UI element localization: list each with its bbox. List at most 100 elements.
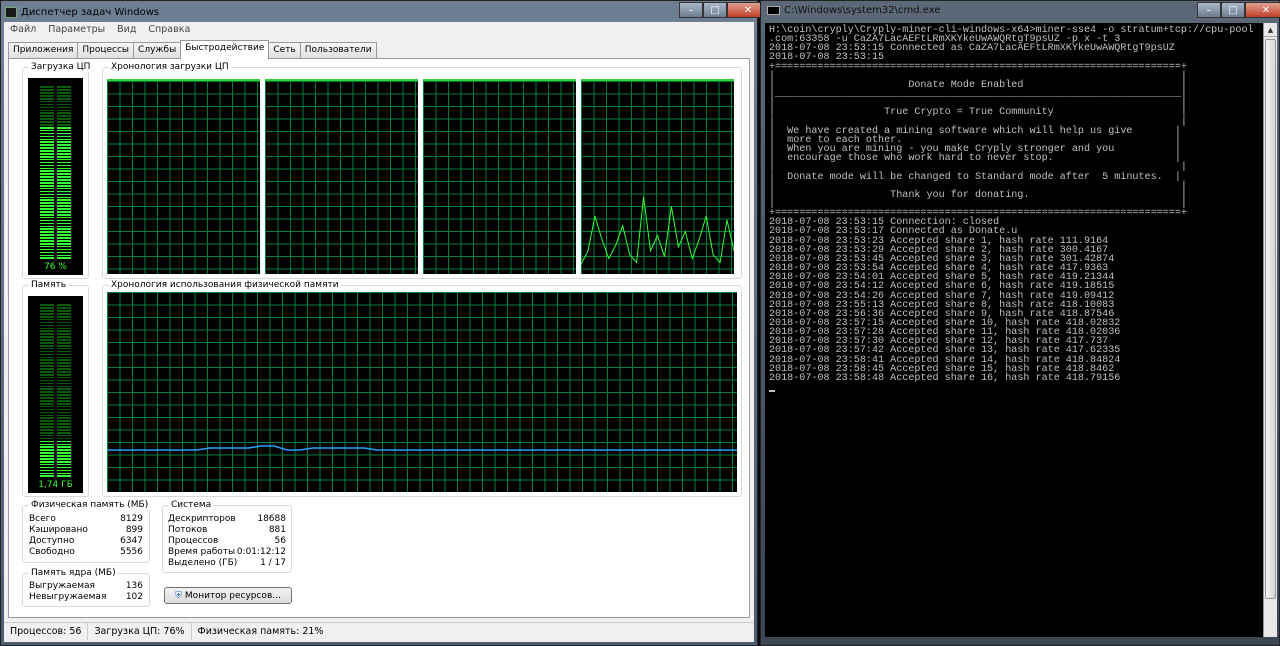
- gauge-segment: [40, 144, 54, 146]
- console-line: | Donate mode will be changed to Standar…: [769, 171, 1181, 183]
- cpu-history-group: Хронология загрузки ЦП: [102, 62, 742, 279]
- gauge-segment: [57, 455, 71, 457]
- gauge-segment: [57, 324, 71, 327]
- gauge-segment: [40, 310, 54, 312]
- physical-memory-group: Физическая память (МБ) Всего 8129 Кэширова…: [22, 500, 151, 563]
- tab-network[interactable]: Сеть: [268, 42, 301, 58]
- gauge-segment: [40, 342, 54, 344]
- tab-performance[interactable]: Быстродействие: [180, 40, 270, 59]
- scroll-thumb[interactable]: [1265, 39, 1276, 599]
- gauge-segment: [57, 176, 71, 178]
- gauge-segment: [57, 135, 71, 138]
- gauge-segment: [40, 109, 54, 112]
- console-line: 2018-07-08 23:53:54 Accepted share 4, ha…: [769, 263, 1109, 275]
- gauge-segment: [40, 179, 54, 181]
- gauge-segment: [40, 182, 54, 184]
- tab-services[interactable]: Службы: [133, 42, 182, 58]
- stat-value: 899: [125, 525, 143, 535]
- gauge-segment: [40, 336, 54, 338]
- gauge-segment: [40, 455, 54, 457]
- console-line: H:\coin\cryply\Cryply-miner-cli-windows-…: [769, 25, 1254, 36]
- system-row: Время работы 0:01:12:12: [168, 547, 286, 558]
- gauge-segment: [57, 315, 71, 318]
- gauge-segment: [40, 150, 54, 152]
- console-scrollbar[interactable]: ▲: [1263, 23, 1277, 637]
- gauge-segment: [40, 164, 54, 167]
- cpu-usage-value: 76 %: [44, 262, 67, 272]
- maximize-button[interactable]: □: [703, 2, 727, 18]
- gauge-segment: [40, 213, 54, 216]
- resource-monitor-button[interactable]: ⛨ Монитор ресурсов...: [164, 587, 292, 604]
- console-line: 2018-07-08 23:57:42 Accepted share 13, h…: [769, 345, 1121, 357]
- gauge-segment: [57, 353, 71, 356]
- menu-help[interactable]: Справка: [148, 24, 191, 35]
- gauge-segment: [57, 182, 71, 184]
- console-line: | |: [769, 162, 1187, 174]
- gauge-segment: [57, 106, 71, 109]
- cpu-usage-group: Загрузка ЦП 76 %: [22, 62, 93, 279]
- gauge-segment: [40, 216, 54, 219]
- cmd-minimize-button[interactable]: –: [1197, 2, 1221, 18]
- task-manager-window: Диспетчер задач Windows – □ ✕ Файл Парамет…: [0, 0, 769, 646]
- task-manager-body: Файл Параметры Вид Справка Приложения Пр…: [4, 22, 754, 642]
- console-output[interactable]: H:\coin\cryply\Cryply-miner-cli-windows-…: [765, 23, 1263, 637]
- tab-users[interactable]: Пользователи: [299, 42, 377, 58]
- gauge-segment: [57, 304, 71, 306]
- gauge-segment: [57, 179, 71, 181]
- gauge-segment: [40, 208, 54, 210]
- gauge-segment: [57, 153, 71, 155]
- gauge-segment: [40, 414, 54, 417]
- gauge-segment: [57, 434, 71, 437]
- gauge-segment: [57, 391, 71, 393]
- gauge-segment: [57, 414, 71, 417]
- physical-row: Кэшировано 899: [29, 525, 143, 536]
- gauge-segment: [57, 394, 71, 396]
- cmd-maximize-button[interactable]: □: [1221, 2, 1245, 18]
- console-line: | encourage those who work hard to never…: [769, 153, 1181, 165]
- gauge-segment: [57, 126, 71, 129]
- tab-applications[interactable]: Приложения: [8, 42, 79, 58]
- gauge-segment: [57, 475, 71, 477]
- gauge-segment: [40, 173, 54, 175]
- gauge-segment: [57, 379, 71, 382]
- gauge-segment: [40, 350, 54, 353]
- console-line: 2018-07-08 23:58:48 Accepted share 16, h…: [769, 372, 1121, 384]
- menu-view[interactable]: Вид: [117, 24, 137, 35]
- gauge-segment: [40, 324, 54, 327]
- gauge-segment: [40, 103, 54, 106]
- menu-options[interactable]: Параметры: [48, 24, 106, 35]
- gauge-segment: [57, 437, 71, 440]
- cpu-core-4-graph: [581, 79, 734, 274]
- console-line: 2018-07-08 23:54:26 Accepted share 7, ha…: [769, 290, 1115, 302]
- gauge-segment: [40, 248, 54, 251]
- minimize-button[interactable]: –: [679, 2, 703, 18]
- gauge-segment: [57, 196, 71, 199]
- gauge-segment: [57, 327, 71, 330]
- scroll-up-arrow-icon[interactable]: ▲: [1264, 23, 1277, 37]
- console-line: | When you are mining - you make Cryply …: [769, 144, 1181, 156]
- gauge-segment: [40, 205, 54, 207]
- gauge-segment: [57, 190, 71, 193]
- gauge-segment: [40, 440, 54, 443]
- gauge-segment: [57, 307, 71, 309]
- task-manager-titlebar[interactable]: Диспетчер задач Windows: [5, 4, 159, 20]
- gauge-segment: [57, 371, 71, 373]
- console-line: | |: [769, 116, 1187, 128]
- cmd-titlebar[interactable]: C:\Windows\system32\cmd.exe: [767, 5, 940, 16]
- gauge-segment: [40, 382, 54, 385]
- gauge-segment: [57, 103, 71, 106]
- gauge-segment: [40, 458, 54, 460]
- gauge-segment: [57, 310, 71, 312]
- gauge-segment: [57, 129, 71, 132]
- gauge-segment: [57, 373, 71, 376]
- gauge-segment: [40, 100, 54, 103]
- gauge-segment: [40, 429, 54, 431]
- menu-file[interactable]: Файл: [10, 24, 37, 35]
- cmd-close-button[interactable]: ✕: [1245, 2, 1280, 18]
- console-line: +=======================================…: [769, 61, 1187, 73]
- gauge-segment: [57, 124, 71, 126]
- tab-processes[interactable]: Процессы: [77, 42, 135, 58]
- kernel-row: Выгружаемая 136: [29, 581, 143, 592]
- console-line: 2018-07-08 23:53:17 Connected as Donate.…: [769, 226, 1018, 238]
- gauge-segment: [40, 222, 54, 225]
